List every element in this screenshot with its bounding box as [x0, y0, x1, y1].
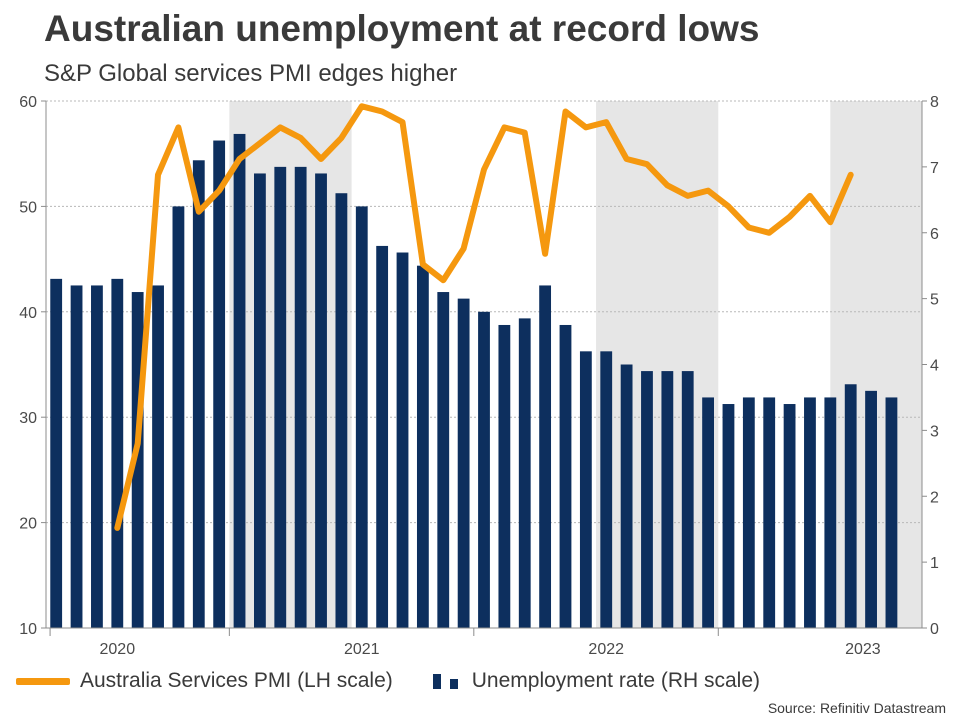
- unemployment-bar: [722, 404, 735, 628]
- pmi-line: [114, 103, 854, 531]
- unemployment-bar: [355, 206, 368, 628]
- unemployment-bar: [824, 397, 837, 628]
- unemployment-bar: [539, 285, 552, 628]
- unemployment-bar: [192, 160, 205, 628]
- x-tick-label: 2020: [100, 641, 136, 658]
- unemployment-bar: [437, 292, 450, 628]
- legend-pmi-label: Australia Services PMI (LH scale): [80, 669, 393, 692]
- unemployment-bar: [783, 404, 796, 628]
- chart-subtitle: S&P Global services PMI edges higher: [44, 60, 458, 87]
- unemployment-bar: [600, 351, 613, 628]
- unemployment-bar: [844, 384, 857, 628]
- unemployment-bar: [172, 206, 185, 628]
- y-tick-label-right: 2: [930, 489, 939, 506]
- unemployment-bar: [681, 371, 694, 628]
- chart-title: Australian unemployment at record lows: [44, 8, 760, 49]
- unemployment-bar: [396, 252, 409, 628]
- unemployment-bar: [518, 318, 531, 628]
- unemployment-bar: [70, 285, 83, 628]
- y-tick-label-left: 40: [19, 305, 37, 322]
- shaded-period: [830, 101, 894, 628]
- axes: [41, 100, 927, 636]
- y-tick-label-right: 6: [930, 226, 939, 243]
- unemployment-bar: [274, 166, 287, 628]
- unemployment-bar: [620, 364, 633, 628]
- shaded-period: [893, 101, 922, 628]
- unemployment-bar: [213, 140, 226, 628]
- legend-unemp-swatch: [432, 673, 458, 689]
- unemployment-bar: [376, 245, 389, 629]
- x-tick-label: 2023: [845, 641, 881, 658]
- legend: Australia Services PMI (LH scale) Unempl…: [16, 667, 760, 695]
- unemployment-bar: [661, 371, 674, 628]
- unemployment-bar: [498, 324, 511, 628]
- y-tick-label-left: 20: [19, 516, 37, 533]
- y-tick-label-left: 60: [19, 94, 37, 111]
- unemployment-bar: [865, 390, 877, 628]
- tick-labels: 10 20 30 40 50 60 0 1 2 3 4 5 6 7 8 2020 2021 2022 2023: [19, 94, 939, 658]
- unemployment-bar: [763, 397, 776, 628]
- shaded-period: [229, 101, 352, 628]
- y-tick-label-left: 50: [19, 199, 37, 216]
- y-tick-label-left: 30: [19, 410, 37, 427]
- legend-pmi-swatch: [16, 677, 70, 685]
- x-tick-label: 2022: [588, 641, 624, 658]
- y-tick-label-right: 1: [930, 555, 939, 572]
- unemployment-bar: [416, 265, 429, 628]
- unemployment-bar: [641, 371, 653, 628]
- unemployment-bar: [253, 173, 266, 628]
- y-tick-label-right: 7: [930, 160, 939, 177]
- legend-unemp-label: Unemployment rate (RH scale): [471, 669, 761, 692]
- y-tick-label-right: 3: [930, 423, 939, 440]
- unemployment-bar: [131, 292, 144, 628]
- unemployment-bar: [152, 285, 164, 628]
- y-tick-label-left: 10: [19, 621, 37, 638]
- y-tick-label-right: 8: [930, 94, 939, 111]
- unemployment-bar: [335, 193, 348, 628]
- unemployment-bar: [294, 166, 307, 628]
- shaded-period: [596, 101, 719, 628]
- unemployment-bar: [885, 397, 898, 628]
- unemployment-bar: [111, 278, 124, 628]
- unemployment-bar: [91, 285, 103, 628]
- unemployment-bars: [50, 133, 898, 629]
- unemployment-bar: [742, 397, 755, 628]
- shaded-periods: [229, 101, 922, 628]
- unemployment-bar: [579, 351, 592, 628]
- unemployment-bar: [315, 173, 327, 628]
- unemployment-bar: [50, 278, 63, 628]
- unemployment-bar: [457, 298, 470, 628]
- unemployment-bar: [804, 397, 816, 628]
- source-note: Source: Refinitiv Datastream: [767, 700, 946, 716]
- y-tick-label-right: 4: [930, 358, 939, 375]
- y-tick-label-right: 5: [930, 292, 939, 309]
- x-tick-label: 2021: [344, 641, 380, 658]
- unemployment-bar: [233, 133, 246, 628]
- unemployment-bar: [702, 397, 715, 628]
- unemployment-bar: [478, 311, 490, 628]
- y-tick-label-right: 0: [930, 621, 939, 638]
- unemployment-bar: [559, 324, 572, 628]
